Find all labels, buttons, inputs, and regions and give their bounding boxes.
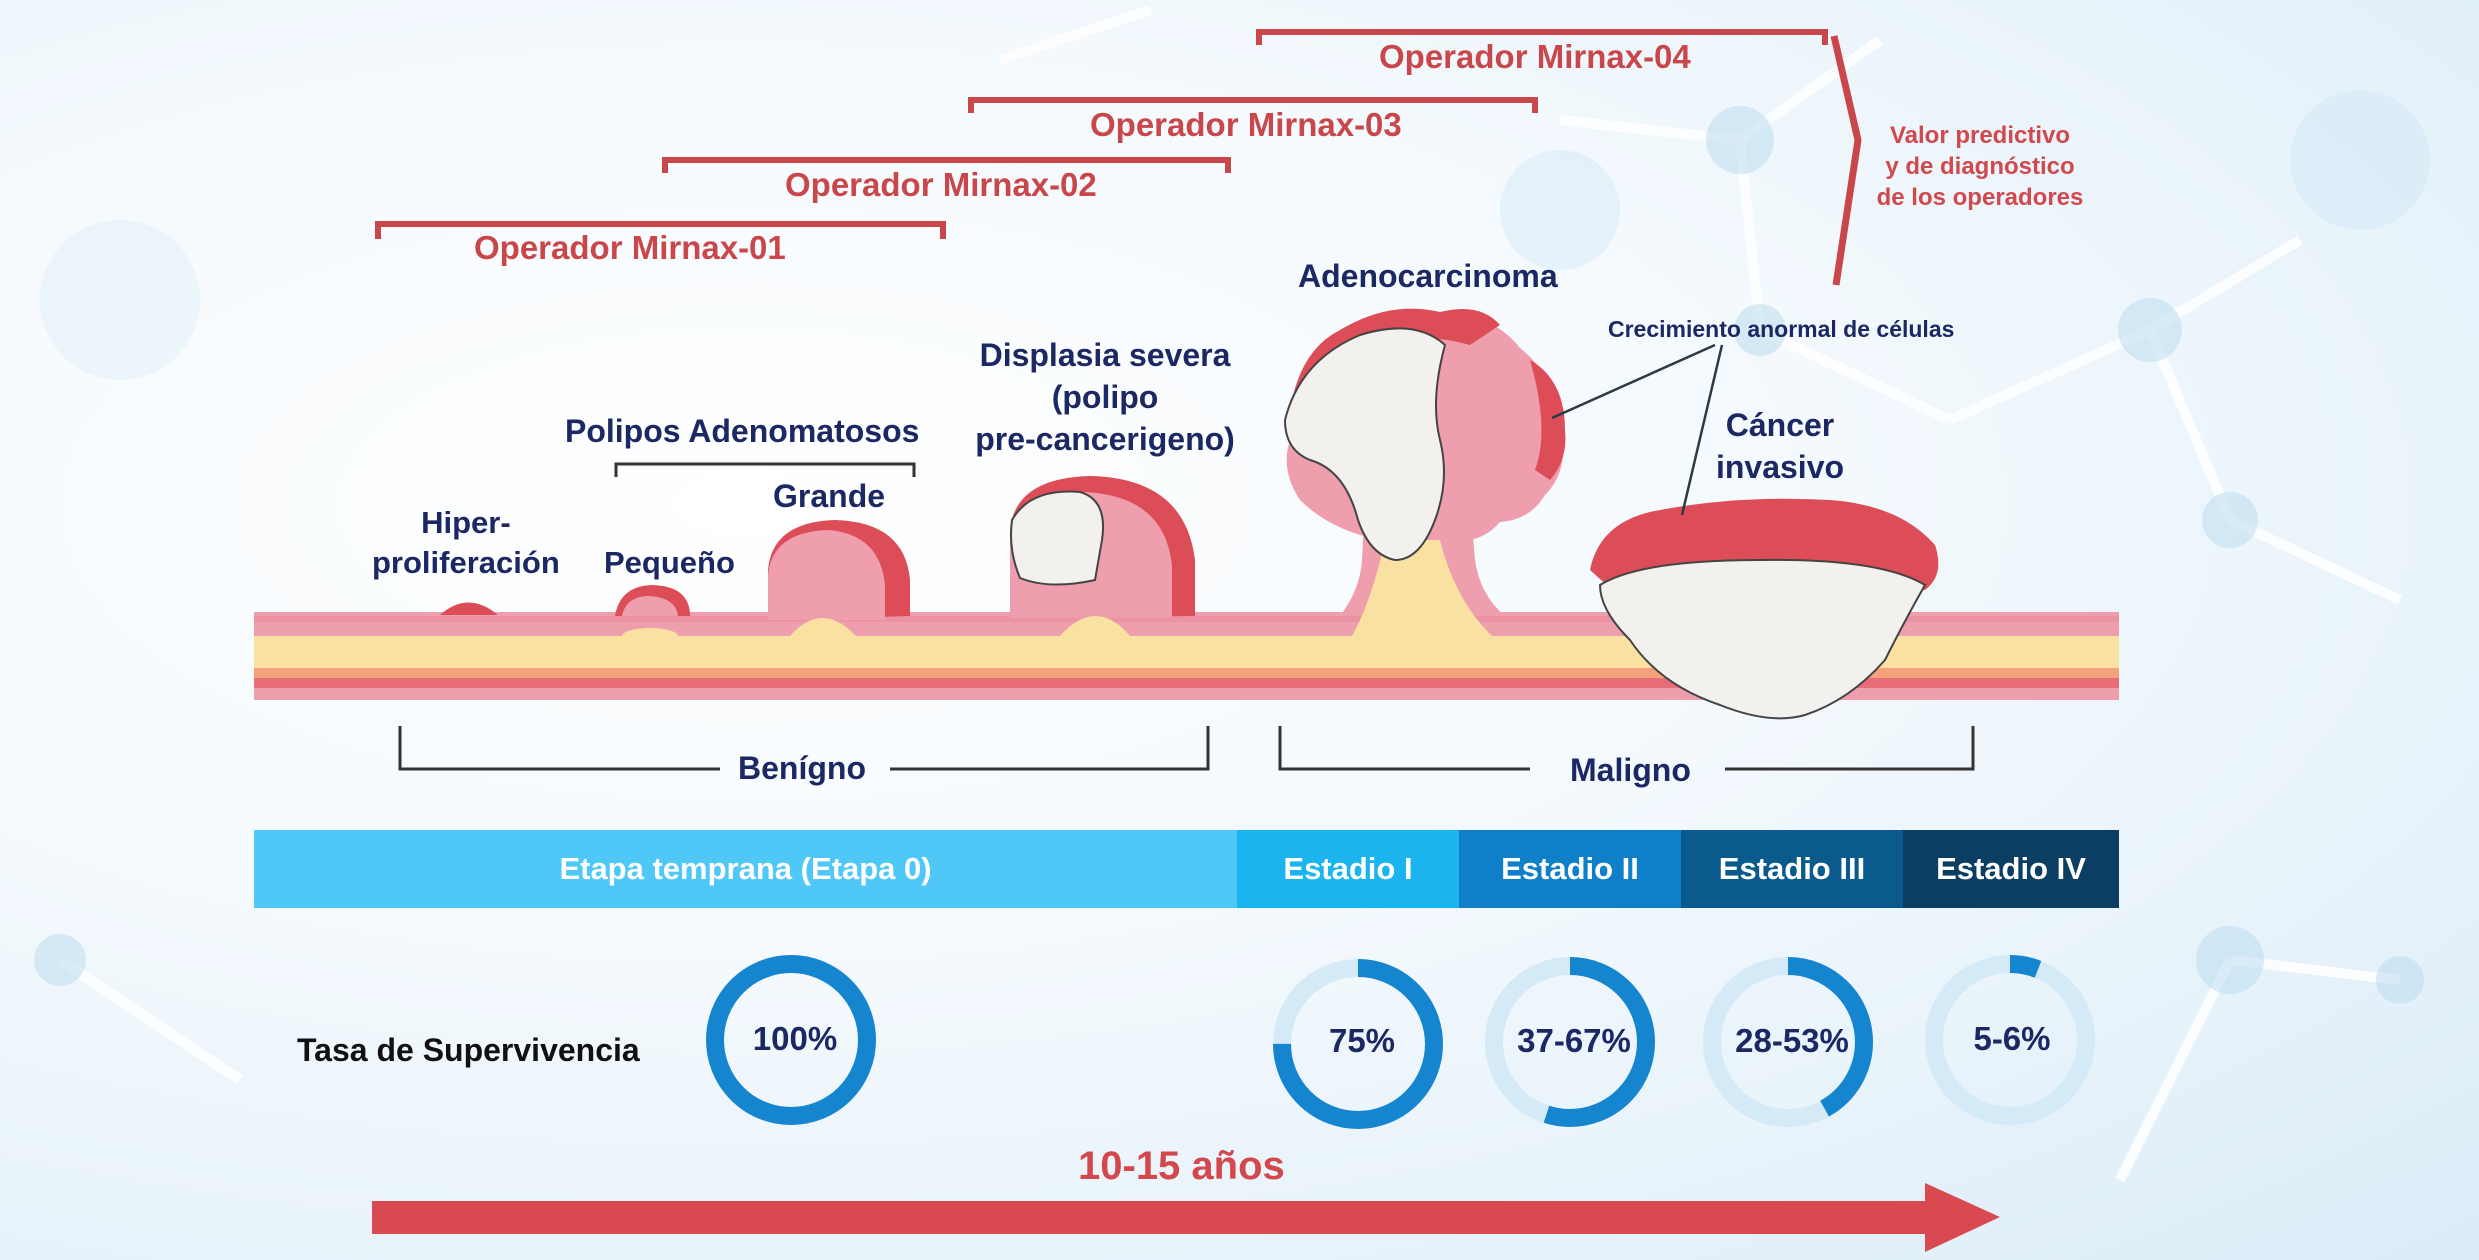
operator-label-03: Operador Mirnax-03 — [1090, 106, 1402, 143]
survival-rate-3: 28-53% — [1735, 1022, 1849, 1059]
label-hyperproliferation: Hiper- proliferación — [372, 505, 560, 580]
label-large-polyp: Grande — [773, 478, 886, 514]
lesion-hyperproliferation — [440, 602, 498, 615]
lesion-severe-dysplasia — [1010, 476, 1195, 636]
label-severe-dysplasia: Displasia severa (polipo pre-cancerigeno… — [975, 337, 1235, 457]
predictive-value-label: Valor predictivo y de diagnóstico de los… — [1876, 122, 2084, 211]
operator-label-04: Operador Mirnax-04 — [1379, 38, 1691, 75]
callout-line-invasive — [1680, 344, 1724, 516]
label-adenocarcinoma: Adenocarcinoma — [1298, 258, 1558, 294]
label-malign: Maligno — [1570, 752, 1691, 788]
label-small-polyp: Pequeño — [604, 545, 735, 580]
survival-ring-arc-2 — [1485, 957, 1655, 1127]
timeline-arrow — [372, 1183, 2000, 1252]
stage-0: Etapa temprana (Etapa 0) — [254, 830, 1237, 908]
survival-ring-arc-0 — [706, 955, 876, 1125]
label-invasive-cancer: Cáncer invasivo — [1715, 407, 1845, 485]
survival-rate-2: 37-67% — [1517, 1022, 1631, 1059]
malign-bracket-left — [1278, 726, 1530, 771]
lesion-large-polyp — [768, 520, 910, 636]
operator-label-01: Operador Mirnax-01 — [474, 229, 786, 266]
survival-ring-arc-3 — [1703, 957, 1873, 1127]
callout-line-adenocarcinoma — [1551, 343, 1716, 420]
survival-rate-1: 75% — [1328, 1022, 1396, 1059]
benign-bracket-left — [398, 726, 720, 771]
benign-bracket-right — [890, 726, 1210, 771]
stage-3: Estadio III — [1681, 830, 1903, 908]
operator-bracket-04 — [1256, 29, 1828, 45]
operator-bracket-03 — [968, 97, 1538, 113]
stage-4: Estadio IV — [1903, 830, 2119, 908]
survival-ring-arc-1 — [1273, 959, 1443, 1129]
stage-1: Estadio I — [1237, 830, 1459, 908]
lesion-invasive-cancer — [1590, 498, 1939, 720]
label-benign: Benígno — [738, 750, 866, 786]
stage-2: Estadio II — [1459, 830, 1681, 908]
survival-rate-0: 100% — [752, 1020, 838, 1057]
survival-ring-arc-4 — [1925, 955, 2095, 1125]
operator-bracket-01 — [375, 221, 946, 239]
label-polyps-group: Polipos Adenomatosos — [565, 413, 920, 449]
survival-rings — [706, 955, 2095, 1129]
label-abnormal-growth: Crecimiento anormal de células — [1608, 316, 1955, 342]
predictive-brace — [1830, 35, 1862, 286]
lesion-adenocarcinoma — [1283, 308, 1566, 636]
lesion-small-polyp — [615, 585, 690, 644]
operator-bracket-02 — [662, 157, 1231, 173]
polyps-bracket — [614, 462, 916, 477]
timeline-label: 10-15 años — [1078, 1144, 1285, 1188]
survival-title: Tasa de Supervivencia — [297, 1032, 640, 1068]
malign-bracket-right — [1725, 726, 1975, 771]
operator-label-02: Operador Mirnax-02 — [785, 166, 1097, 203]
survival-rate-4: 5-6% — [1973, 1020, 2051, 1057]
